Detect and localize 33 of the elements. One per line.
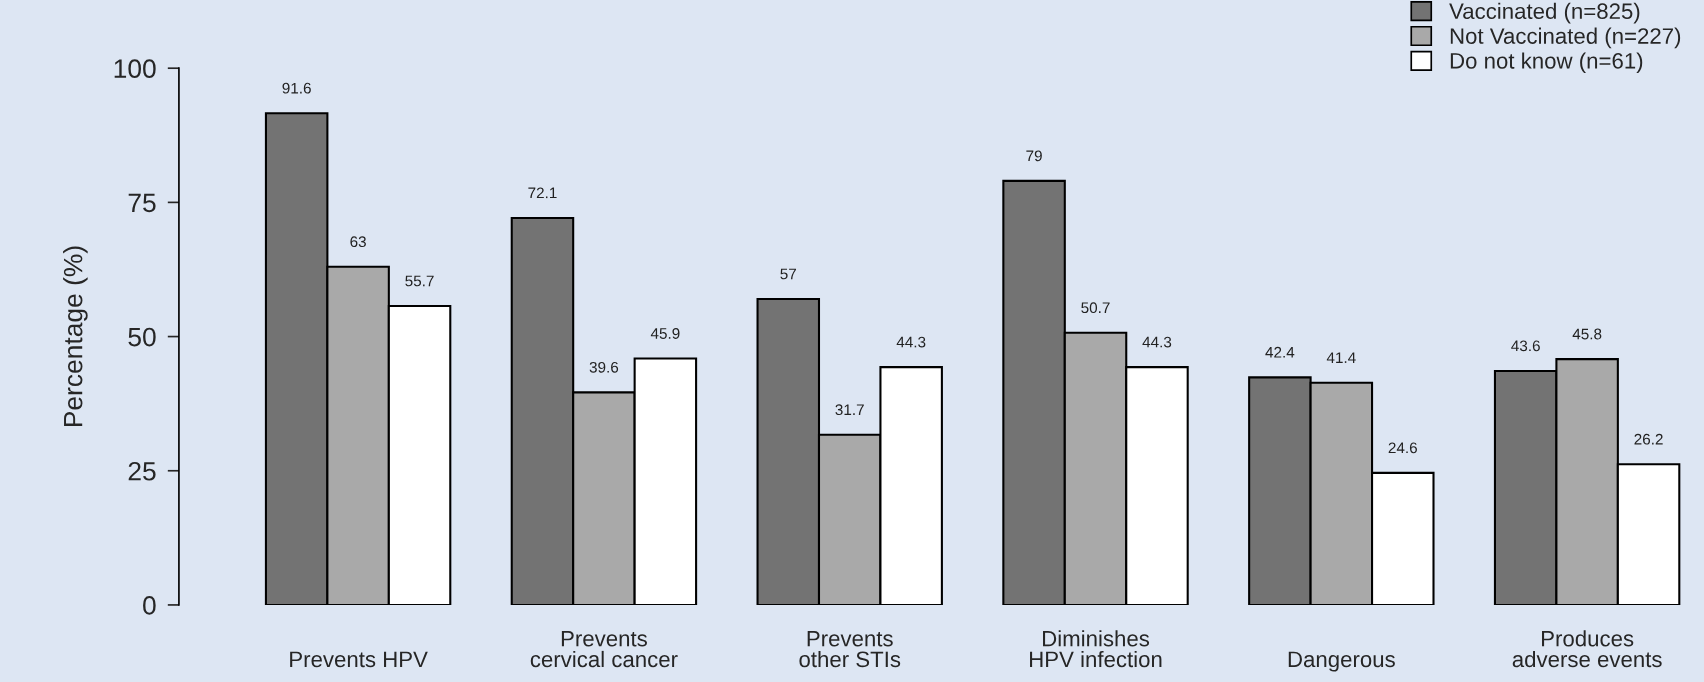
legend-label: Vaccinated (n=825): [1449, 2, 1640, 24]
data-label: 72.1: [528, 187, 557, 199]
y-axis-title: Percentage (%): [63, 246, 88, 427]
data-label: 45.8: [1572, 328, 1602, 340]
x-tick-label: Dangerous: [1288, 651, 1395, 672]
data-label: 41.4: [1326, 352, 1356, 363]
legend-label: Do not know (n=61): [1450, 52, 1643, 74]
data-label: 50.7: [1081, 302, 1110, 314]
data-label: 91.6: [282, 82, 311, 94]
data-label: 55.7: [405, 275, 434, 287]
data-label: 44.3: [896, 336, 926, 348]
data-label: 63: [350, 236, 366, 248]
data-label: 57: [780, 268, 796, 280]
x-tick-label: Produces adverse events: [1512, 630, 1662, 668]
data-label: 43.6: [1511, 340, 1540, 352]
data-label: 45.9: [650, 328, 680, 339]
data-label: 26.2: [1634, 433, 1663, 445]
x-tick-label: Diminishes HPV infection: [1030, 630, 1162, 668]
x-tick-label: Prevents HPV: [290, 651, 428, 668]
x-tick-label: Prevents other STIs: [799, 630, 901, 668]
data-label: 44.3: [1142, 336, 1172, 348]
y-tick-label: 0: [143, 596, 156, 615]
data-label: 79: [1026, 150, 1042, 162]
data-label: 42.4: [1265, 346, 1295, 358]
x-tick-label: Prevents cervical cancer: [530, 630, 678, 668]
data-label: 24.6: [1388, 442, 1417, 454]
y-tick-label: 25: [128, 461, 156, 481]
y-tick-label: 100: [114, 59, 156, 79]
y-tick-label: 50: [128, 327, 156, 347]
y-tick-label: 75: [128, 193, 156, 213]
data-label: 39.6: [589, 361, 619, 373]
legend-label: Not Vaccinated (n=227): [1450, 27, 1681, 49]
data-label: 31.7: [835, 404, 864, 416]
